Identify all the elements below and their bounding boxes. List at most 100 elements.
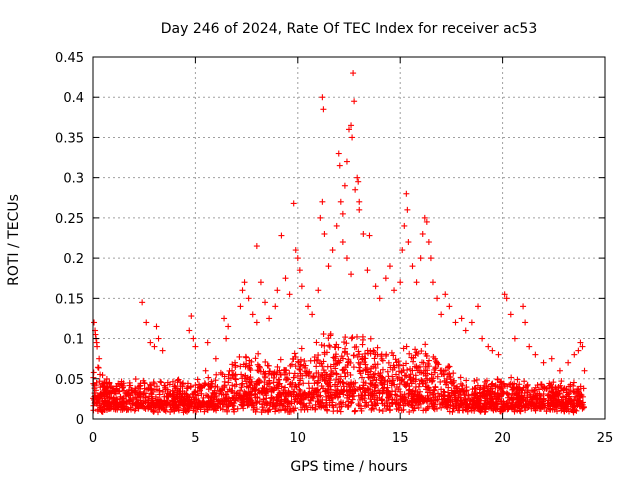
data-point [332, 344, 339, 351]
data-point [141, 390, 148, 397]
data-point [291, 350, 298, 357]
data-point [367, 350, 374, 357]
data-point [253, 243, 260, 250]
data-point [360, 230, 367, 237]
data-point [452, 319, 459, 326]
data-point [336, 162, 343, 169]
data-point [392, 356, 399, 363]
data-point [405, 239, 412, 246]
data-point [335, 357, 342, 364]
data-point [236, 353, 243, 360]
data-point [438, 311, 445, 318]
data-point [142, 394, 149, 401]
data-point [499, 388, 506, 395]
data-point [403, 360, 410, 367]
data-point [272, 303, 279, 310]
data-point [350, 70, 357, 77]
data-point [371, 355, 378, 362]
data-point [370, 347, 377, 354]
data-point [345, 358, 352, 365]
x-tick-label: 25 [597, 431, 614, 446]
data-point [447, 399, 454, 406]
data-point [264, 362, 271, 369]
data-point [422, 341, 429, 348]
data-point [167, 408, 174, 415]
data-point [437, 378, 444, 385]
data-point [483, 401, 490, 408]
data-point [356, 367, 363, 374]
data-point [273, 397, 280, 404]
data-point [326, 343, 333, 350]
data-point [343, 158, 350, 165]
data-point [413, 279, 420, 286]
data-point [332, 365, 339, 372]
data-point [159, 347, 166, 354]
data-point [282, 384, 289, 391]
data-point [480, 389, 487, 396]
data-point [325, 263, 332, 270]
data-point [363, 366, 370, 373]
data-point [434, 390, 441, 397]
data-point [400, 402, 407, 409]
data-point [320, 331, 327, 338]
data-point [572, 393, 579, 400]
data-point [348, 335, 355, 342]
data-point [340, 399, 347, 406]
data-point [532, 351, 539, 358]
data-point [319, 94, 326, 101]
data-point [417, 255, 424, 262]
data-point [278, 232, 285, 239]
data-point [291, 370, 298, 377]
x-tick-label: 5 [191, 431, 199, 446]
data-point [419, 230, 426, 237]
data-point [365, 374, 372, 381]
data-point [225, 379, 232, 386]
data-point [487, 395, 494, 402]
data-point [432, 383, 439, 390]
data-point [390, 362, 397, 369]
data-point [541, 385, 548, 392]
data-point [545, 402, 552, 409]
data-point [324, 407, 331, 414]
data-point [406, 350, 413, 357]
data-point [347, 371, 354, 378]
data-point [327, 330, 334, 337]
data-point [194, 376, 201, 383]
x-axis-label: GPS time / hours [290, 459, 407, 475]
data-point [320, 358, 327, 365]
data-point [424, 370, 431, 377]
y-tick-label: 0.35 [55, 131, 84, 146]
data-point [366, 232, 373, 239]
data-point [514, 376, 521, 383]
data-point [243, 383, 250, 390]
data-point [353, 343, 360, 350]
data-point [266, 377, 273, 384]
data-point [331, 355, 338, 362]
x-tick-label: 0 [89, 431, 97, 446]
data-point [339, 239, 346, 246]
data-point [422, 379, 429, 386]
data-point [204, 339, 211, 346]
data-point [306, 400, 313, 407]
data-point [548, 355, 555, 362]
data-point [343, 394, 350, 401]
data-point [106, 379, 113, 386]
data-point [575, 388, 582, 395]
data-point [205, 374, 212, 381]
data-point [379, 381, 386, 388]
data-point [396, 381, 403, 388]
data-point [468, 319, 475, 326]
x-tick-label: 15 [392, 431, 409, 446]
data-point [581, 367, 588, 374]
data-point [330, 354, 337, 361]
data-point [412, 346, 419, 353]
data-point [132, 376, 139, 383]
data-point [379, 408, 386, 415]
data-point [443, 401, 450, 408]
data-point [436, 401, 443, 408]
data-point [298, 283, 305, 290]
data-point [351, 408, 358, 415]
data-point [348, 271, 355, 278]
data-point [437, 367, 444, 374]
data-point [319, 385, 326, 392]
